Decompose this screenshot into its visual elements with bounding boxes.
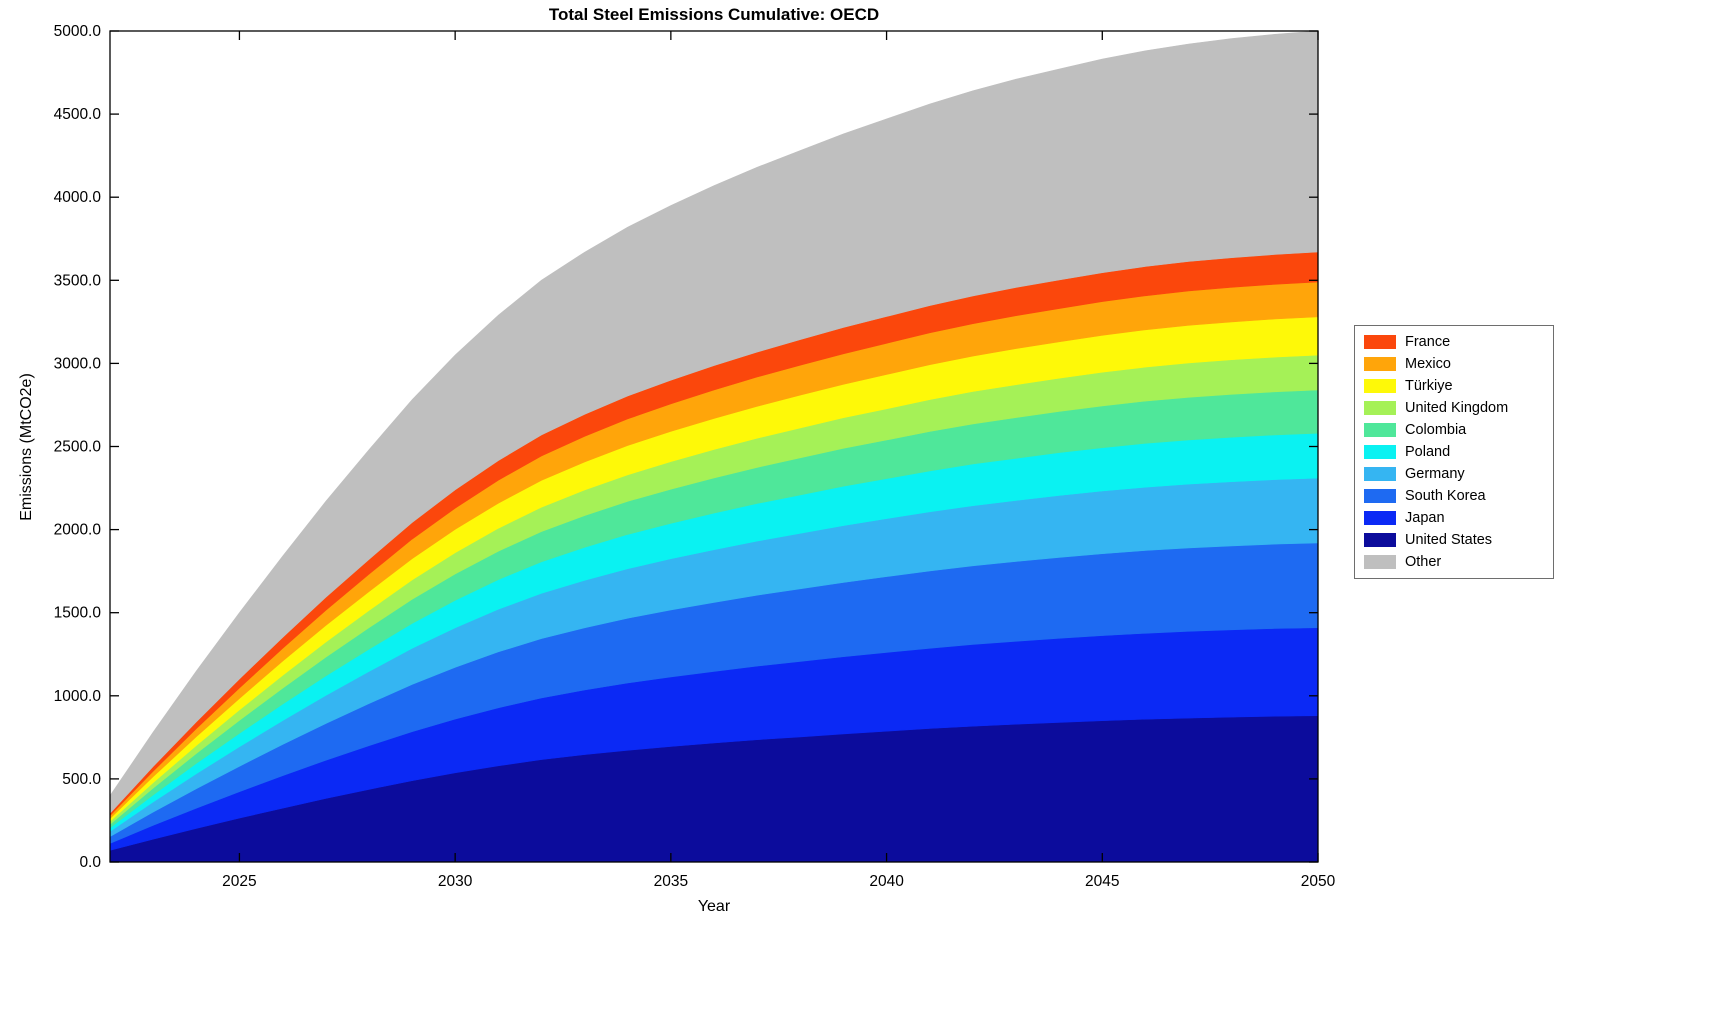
legend-label: Poland — [1405, 444, 1451, 460]
x-axis-label: Year — [697, 898, 731, 915]
y-tick-label: 4500.0 — [54, 106, 102, 123]
y-tick-label: 3000.0 — [54, 355, 102, 372]
legend-swatch-japan — [1364, 511, 1396, 525]
legend-swatch-poland — [1364, 445, 1396, 459]
legend-item-t-rkiye: Türkiye — [1364, 375, 1544, 397]
legend-label: United Kingdom — [1405, 400, 1509, 416]
y-tick-label: 2500.0 — [54, 439, 102, 456]
y-axis-label: Emissions (MtCO2e) — [18, 373, 35, 521]
legend-item-other: Other — [1364, 551, 1544, 573]
y-tick-label: 0.0 — [79, 854, 101, 871]
legend-swatch-united-kingdom — [1364, 401, 1396, 415]
x-tick-label: 2025 — [222, 873, 256, 890]
legend-item-mexico: Mexico — [1364, 353, 1544, 375]
legend-swatch-mexico — [1364, 357, 1396, 371]
legend-label: South Korea — [1405, 488, 1486, 504]
legend-item-united-states: United States — [1364, 529, 1544, 551]
legend-swatch-south-korea — [1364, 489, 1396, 503]
legend-swatch-t-rkiye — [1364, 379, 1396, 393]
legend-item-colombia: Colombia — [1364, 419, 1544, 441]
legend-item-germany: Germany — [1364, 463, 1544, 485]
y-tick-label: 5000.0 — [54, 23, 102, 40]
legend-label: Other — [1405, 554, 1442, 570]
x-tick-label: 2035 — [654, 873, 688, 890]
legend-label: Türkiye — [1405, 378, 1453, 394]
legend-label: Mexico — [1405, 356, 1451, 372]
y-tick-label: 3500.0 — [54, 272, 102, 289]
x-tick-label: 2030 — [438, 873, 473, 890]
legend: France Mexico Türkiye United Kingdom Colombi… — [1354, 325, 1554, 579]
y-tick-label: 1500.0 — [54, 605, 102, 622]
legend-item-japan: Japan — [1364, 507, 1544, 529]
legend-label: Colombia — [1405, 422, 1467, 438]
legend-swatch-other — [1364, 555, 1396, 569]
legend-swatch-france — [1364, 335, 1396, 349]
legend-item-france: France — [1364, 331, 1544, 353]
legend-label: France — [1405, 334, 1451, 350]
legend-item-united-kingdom: United Kingdom — [1364, 397, 1544, 419]
y-tick-label: 4000.0 — [54, 189, 102, 206]
legend-item-poland: Poland — [1364, 441, 1544, 463]
y-tick-label: 2000.0 — [54, 522, 102, 539]
x-tick-label: 2040 — [869, 873, 904, 890]
legend-item-south-korea: South Korea — [1364, 485, 1544, 507]
chart-title: Total Steel Emissions Cumulative: OECD — [548, 5, 880, 24]
legend-label: Germany — [1405, 466, 1465, 482]
y-tick-label: 500.0 — [62, 771, 101, 788]
legend-swatch-united-states — [1364, 533, 1396, 547]
legend-swatch-germany — [1364, 467, 1396, 481]
y-tick-label: 1000.0 — [54, 688, 102, 705]
legend-swatch-colombia — [1364, 423, 1396, 437]
legend-label: Japan — [1405, 510, 1445, 526]
x-tick-label: 2045 — [1085, 873, 1119, 890]
x-tick-label: 2050 — [1301, 873, 1336, 890]
legend-label: United States — [1405, 532, 1493, 548]
